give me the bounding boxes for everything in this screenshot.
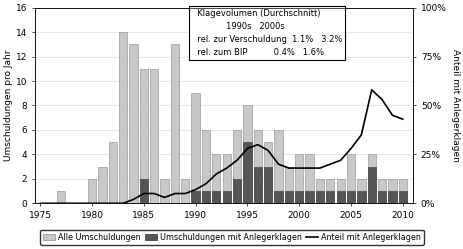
Bar xyxy=(305,154,313,203)
Bar xyxy=(232,179,241,203)
Bar xyxy=(377,191,385,203)
Bar xyxy=(357,179,365,203)
Bar xyxy=(201,191,210,203)
Bar xyxy=(274,191,282,203)
Bar xyxy=(263,142,272,203)
Bar xyxy=(243,106,251,203)
Bar xyxy=(212,154,220,203)
Bar xyxy=(232,130,241,203)
Bar xyxy=(160,179,169,203)
Y-axis label: Anteil mit Anlegerklagen: Anteil mit Anlegerklagen xyxy=(450,49,459,162)
Bar xyxy=(139,69,148,203)
Bar xyxy=(108,142,117,203)
Bar xyxy=(274,130,282,203)
Bar xyxy=(305,191,313,203)
Bar xyxy=(336,191,344,203)
Bar xyxy=(56,191,65,203)
Bar xyxy=(201,130,210,203)
Bar xyxy=(191,93,200,203)
Bar xyxy=(346,154,354,203)
Bar xyxy=(294,191,303,203)
Bar xyxy=(222,191,231,203)
Bar xyxy=(315,191,323,203)
Legend: Alle Umschuldungen, Umschuldungen mit Anlegerklagen, Anteil mit Anlegerklagen: Alle Umschuldungen, Umschuldungen mit An… xyxy=(40,230,423,245)
Bar xyxy=(388,191,396,203)
Bar xyxy=(346,191,354,203)
Bar xyxy=(398,191,406,203)
Bar xyxy=(253,130,261,203)
Bar xyxy=(170,44,179,203)
Bar xyxy=(263,167,272,203)
Text: Klagevolumen (Durchschnitt)  
             1990s   2000s
  rel. zur Verschuldung: Klagevolumen (Durchschnitt) 1990s 2000s … xyxy=(192,9,342,57)
Bar xyxy=(129,44,138,203)
Bar xyxy=(357,191,365,203)
Bar xyxy=(367,154,375,203)
Bar xyxy=(284,167,292,203)
Bar xyxy=(315,179,323,203)
Bar xyxy=(377,179,385,203)
Y-axis label: Umschuldungen pro Jahr: Umschuldungen pro Jahr xyxy=(4,50,13,161)
Bar xyxy=(98,167,106,203)
Bar xyxy=(367,167,375,203)
Bar xyxy=(181,179,189,203)
Bar xyxy=(284,191,292,203)
Bar xyxy=(398,179,406,203)
Bar xyxy=(294,154,303,203)
Bar xyxy=(212,191,220,203)
Bar xyxy=(222,154,231,203)
Bar xyxy=(150,69,158,203)
Bar xyxy=(325,179,334,203)
Bar xyxy=(253,167,261,203)
Bar xyxy=(139,179,148,203)
Bar xyxy=(336,179,344,203)
Bar xyxy=(388,179,396,203)
Bar xyxy=(191,191,200,203)
Bar xyxy=(243,142,251,203)
Bar xyxy=(88,179,96,203)
Bar xyxy=(325,191,334,203)
Bar xyxy=(119,32,127,203)
